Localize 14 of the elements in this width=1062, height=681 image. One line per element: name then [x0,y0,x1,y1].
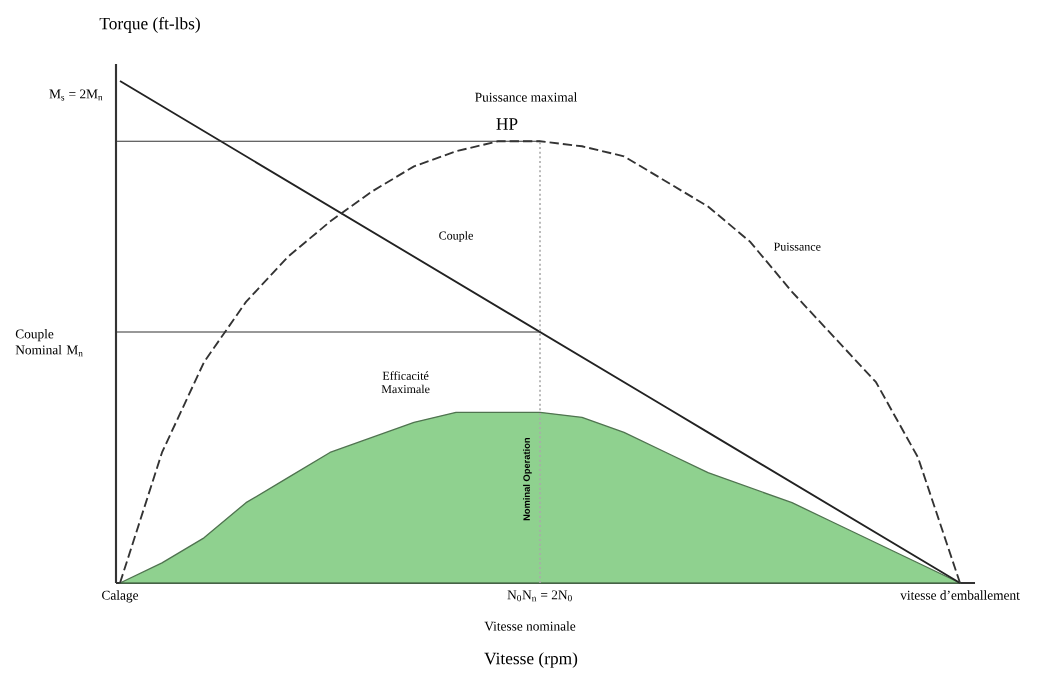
ref-line-label: Nominal Operation [523,438,532,521]
x-tick-label: N$_{0}$N$_{n}$ = 2N$_{0}$ [507,590,572,602]
annotation: HP [496,118,518,130]
text: M$_{s}$ = 2M$_{n}$ [49,89,103,101]
y-axis-title: Torque (ft-lbs) [99,17,200,33]
text: Couple [439,231,473,243]
x-tick-label: Calage [102,590,139,603]
annotation: Puissance maximal [475,92,578,102]
ref-line-label: Couple Nominal M$_{n}$ [15,329,83,357]
text: Vitesse nominale [484,621,576,631]
x-axis-title: Vitesse (rpm) [484,652,578,668]
text: Efficacité Maximale [381,371,430,394]
x-tick-label: vitesse d’emballement [900,590,1020,600]
series-label: Puissance [773,242,821,251]
